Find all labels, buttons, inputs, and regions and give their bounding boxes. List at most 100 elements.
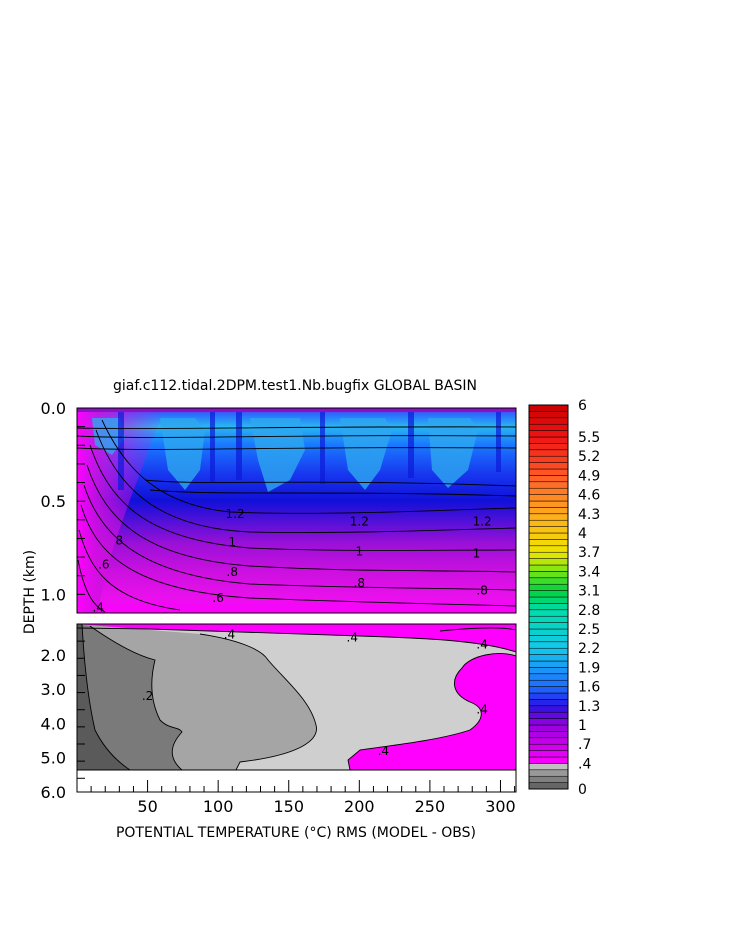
colorbar-label: 1 xyxy=(578,718,587,734)
colorbar-label: 5.2 xyxy=(578,449,600,465)
colorbar-label: 4 xyxy=(578,526,587,542)
colorbar-swatch xyxy=(528,628,569,636)
contour-label: 1 xyxy=(473,546,481,560)
contour-label: 1.2 xyxy=(226,507,245,521)
x-axis-label: POTENTIAL TEMPERATURE (°C) RMS (MODEL - … xyxy=(116,825,476,841)
contour-label: .2 xyxy=(142,689,153,703)
contour-label: .4 xyxy=(92,600,103,614)
colorbar-label: .7 xyxy=(578,737,591,753)
colorbar-swatch xyxy=(528,763,569,771)
contour-label: .8 xyxy=(227,565,238,579)
y-tick-label: 3.0 xyxy=(41,680,66,699)
colorbar-label: 4.3 xyxy=(578,507,600,523)
colorbar-swatch xyxy=(528,462,569,470)
colorbar-swatch xyxy=(528,481,569,489)
contour-label: 8 xyxy=(116,533,124,547)
colorbar-label: 2.8 xyxy=(578,603,600,619)
colorbar-swatch xyxy=(528,571,569,579)
colorbar-label: .4 xyxy=(578,756,591,772)
colorbar-swatch xyxy=(528,551,569,559)
colorbar-swatch xyxy=(528,679,569,687)
colorbar-swatch xyxy=(528,513,569,521)
colorbar-swatch xyxy=(528,699,569,707)
colorbar-swatch xyxy=(528,494,569,502)
colorbar-swatch xyxy=(528,411,569,419)
x-tick-label: 200 xyxy=(344,797,375,816)
colorbar-swatch xyxy=(528,635,569,643)
colorbar-swatch xyxy=(528,718,569,726)
colorbar-swatch xyxy=(528,609,569,617)
colorbar-swatch xyxy=(528,590,569,598)
colorbar-swatch xyxy=(528,475,569,483)
colorbar-swatch xyxy=(528,750,569,758)
colorbar-swatch xyxy=(528,782,569,790)
contour-label: 1.2 xyxy=(350,515,369,529)
contour-label: 1 xyxy=(228,535,236,549)
colorbar-swatch xyxy=(528,692,569,700)
colorbar-swatch xyxy=(528,654,569,662)
colorbar-swatch xyxy=(528,756,569,764)
colorbar-swatch xyxy=(528,615,569,623)
colorbar-swatch xyxy=(528,686,569,694)
contour-label: .8 xyxy=(354,576,365,590)
y-tick-label: 6.0 xyxy=(41,783,66,802)
colorbar-swatch xyxy=(528,596,569,604)
upper-panel: 1.2 1.2 1.2 1 1 1 8 .8 .8 .8 .6 .6 .4 xyxy=(76,407,517,614)
colorbar-swatch xyxy=(528,449,569,457)
colorbar-swatch xyxy=(528,711,569,719)
colorbar-swatch xyxy=(528,436,569,444)
colorbar-label: 1.9 xyxy=(578,660,600,676)
x-tick-label: 250 xyxy=(415,797,446,816)
colorbar: 6 5.5 5.2 4.9 4.6 4.3 4 3.7 3.4 3.1 2.8 2.5 2.2 1.9 1.… xyxy=(528,398,600,798)
y-tick-label: 0.5 xyxy=(41,492,66,511)
colorbar-swatch xyxy=(528,468,569,476)
chart-title: giaf.c112.tidal.2DPM.test1.Nb.bugfix GLO… xyxy=(113,378,477,394)
colorbar-swatch xyxy=(528,667,569,675)
colorbar-swatch xyxy=(528,673,569,681)
colorbar-swatch xyxy=(528,539,569,547)
colorbar-swatch xyxy=(528,532,569,540)
contour-label: .4 xyxy=(476,703,487,717)
y-tick-label: 1.0 xyxy=(41,585,66,604)
x-tick-label: 100 xyxy=(203,797,234,816)
colorbar-swatch xyxy=(528,647,569,655)
contour-label: .6 xyxy=(98,558,109,572)
colorbar-swatch xyxy=(528,519,569,527)
colorbar-label: 2.5 xyxy=(578,622,600,638)
colorbar-swatch xyxy=(528,423,569,431)
colorbar-swatch xyxy=(528,430,569,438)
contour-label: .4 xyxy=(476,638,487,652)
colorbar-swatch xyxy=(528,622,569,630)
colorbar-swatch xyxy=(528,526,569,534)
x-tick-label: 50 xyxy=(137,797,157,816)
contour-label: .4 xyxy=(378,744,389,758)
colorbar-swatch xyxy=(528,641,569,649)
contour-label: .8 xyxy=(476,584,487,598)
colorbar-label: 3.7 xyxy=(578,545,600,561)
lower-panel: .4 .4 .4 .4 .4 .2 xyxy=(76,623,517,793)
colorbar-swatch xyxy=(528,443,569,451)
x-axis: 50 100 150 200 250 300 xyxy=(90,780,516,816)
colorbar-swatch xyxy=(528,487,569,495)
colorbar-label: 1.6 xyxy=(578,680,600,696)
y-tick-label: 0.0 xyxy=(41,399,66,418)
y-tick-label: 2.0 xyxy=(41,646,66,665)
colorbar-swatch xyxy=(528,404,569,412)
contour-label: .4 xyxy=(224,627,235,641)
colorbar-swatch xyxy=(528,603,569,611)
colorbar-swatch xyxy=(528,577,569,585)
contour-label: .4 xyxy=(347,631,358,645)
colorbar-label: 3.4 xyxy=(578,564,600,580)
upper-contour-labels: 1.2 1.2 1.2 1 1 1 8 .8 .8 .8 .6 .6 .4 xyxy=(92,507,492,614)
colorbar-swatch xyxy=(528,660,569,668)
colorbar-swatch xyxy=(528,417,569,425)
colorbar-swatch xyxy=(528,455,569,463)
colorbar-frame xyxy=(528,404,569,790)
colorbar-label: 2.2 xyxy=(578,641,600,657)
colorbar-swatch xyxy=(528,583,569,591)
colorbar-swatch xyxy=(528,731,569,739)
contour-label: 1.2 xyxy=(473,515,492,529)
colorbar-swatch xyxy=(528,724,569,732)
x-tick-label: 150 xyxy=(273,797,304,816)
